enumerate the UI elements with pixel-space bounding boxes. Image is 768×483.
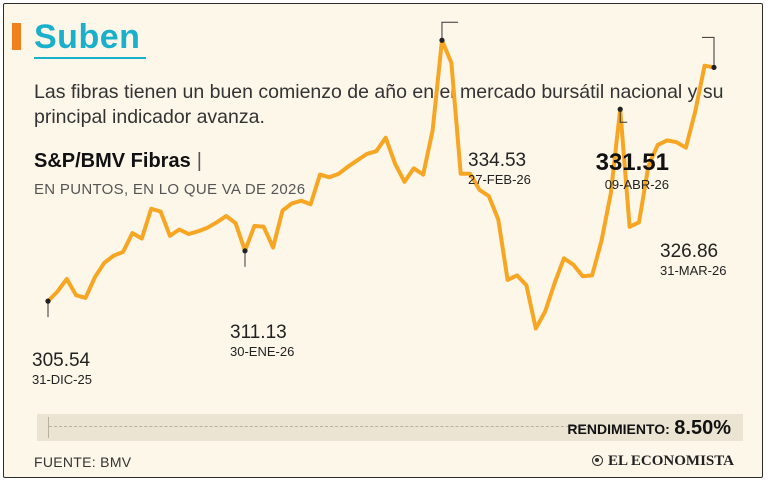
performance-box xyxy=(37,414,743,441)
performance-readout: RENDIMIENTO: 8.50% xyxy=(567,417,731,440)
performance-track xyxy=(49,426,589,427)
subtitle: Las fibras tienen un buen comienzo de añ… xyxy=(34,81,724,128)
annotation-leader xyxy=(619,109,628,123)
annotation-leader xyxy=(441,21,458,41)
brand-logo-icon xyxy=(592,455,603,466)
series-line xyxy=(46,38,716,331)
annotation-marker xyxy=(242,248,248,254)
headline: Suben xyxy=(34,18,141,56)
headline-underline xyxy=(34,57,146,59)
annotation-marker xyxy=(617,106,623,112)
data-label-value: 326.86 xyxy=(660,241,718,262)
data-label-value: 334.53 xyxy=(468,150,526,171)
chart-title-separator: | xyxy=(196,150,202,172)
brand-name: EL ECONOMISTA xyxy=(608,453,734,469)
data-label-date: 30-ENE-26 xyxy=(230,344,294,359)
performance-label: RENDIMIENTO: xyxy=(567,421,670,437)
data-label-date: 31-MAR-26 xyxy=(660,263,726,278)
performance-track-tick xyxy=(48,417,49,438)
data-label-value: 331.51 xyxy=(596,149,669,176)
data-label-value: 311.13 xyxy=(230,322,287,343)
brand-logo: EL ECONOMISTA xyxy=(592,453,734,470)
data-label-date: 09-ABR-26 xyxy=(605,177,669,192)
headline-accent-bar xyxy=(12,23,21,50)
chart-subtitle: EN PUNTOS, EN LO QUE VA DE 2026 xyxy=(34,181,306,198)
performance-value: 8.50% xyxy=(674,417,731,439)
annotation-marker xyxy=(711,64,717,71)
annotation-leader xyxy=(702,36,715,68)
source-note: FUENTE: BMV xyxy=(34,454,132,470)
data-label-date: 27-FEB-26 xyxy=(468,172,531,187)
chart-title: S&P/BMV Fibras | xyxy=(34,150,202,173)
infographic-frame: Suben Las fibras tienen un buen comienzo… xyxy=(3,3,763,478)
data-label-value: 305.54 xyxy=(32,350,91,371)
data-label-date: 31-DIC-25 xyxy=(32,372,92,387)
annotation-marker xyxy=(439,37,445,43)
annotation-marker xyxy=(45,298,51,304)
chart-title-text: S&P/BMV Fibras xyxy=(34,150,191,172)
